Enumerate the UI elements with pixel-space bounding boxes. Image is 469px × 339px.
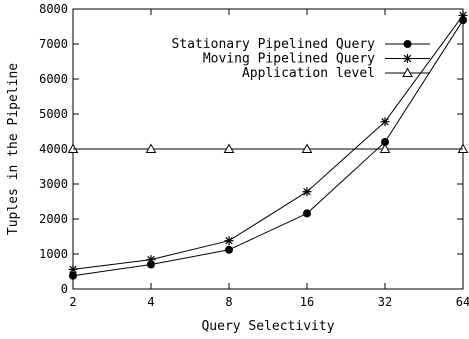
data-point <box>301 143 313 153</box>
y-axis-title: Tuples in the Pipeline <box>6 63 21 235</box>
y-tick-label: 4000 <box>39 142 68 156</box>
y-tick-label: 1000 <box>39 247 68 261</box>
x-tick-label: 2 <box>69 295 76 309</box>
x-tick-label: 16 <box>300 295 314 309</box>
asterisk-stroke <box>69 265 77 274</box>
y-tick-label: 5000 <box>39 107 68 121</box>
data-point <box>223 143 235 153</box>
series-line <box>72 15 464 270</box>
tick-layer: 0 1000 2000 3000 4000 5000 6000 7000 8000 2 4 8 16 32… <box>39 2 469 309</box>
asterisk-stroke <box>225 236 233 245</box>
x-axis-title: Query Selectivity <box>201 319 334 334</box>
legend-marker <box>403 54 412 63</box>
asterisk-stroke <box>459 11 467 20</box>
y-tick-label: 8000 <box>39 2 68 16</box>
asterisk-stroke <box>147 255 155 264</box>
y-tick-label: 7000 <box>39 37 68 51</box>
x-tick-label: 32 <box>378 295 392 309</box>
legend-label: Moving Pipelined Query <box>203 52 375 67</box>
x-tick-label: 8 <box>225 295 232 309</box>
x-tick-label: 4 <box>147 295 154 309</box>
data-point <box>379 143 391 153</box>
data-point <box>381 138 389 146</box>
series-line <box>72 19 464 277</box>
series-layer <box>67 10 469 280</box>
data-point <box>303 209 311 218</box>
x-tick-label: 64 <box>456 295 469 309</box>
asterisk-stroke <box>381 117 389 126</box>
y-tick-label: 3000 <box>39 177 68 191</box>
asterisk-stroke <box>403 54 412 63</box>
data-point <box>224 236 234 246</box>
data-point <box>225 245 233 254</box>
legend-marker <box>402 67 413 77</box>
data-point <box>68 264 78 274</box>
data-point <box>69 271 77 280</box>
asterisk-stroke <box>303 187 311 196</box>
legend-label: Application level <box>242 66 375 81</box>
y-tick-label: 0 <box>61 282 68 296</box>
data-point <box>146 255 156 265</box>
series-2 <box>68 10 468 274</box>
legend-label: Stationary Pipelined Query <box>172 37 376 52</box>
data-point <box>302 187 312 197</box>
data-point <box>147 260 155 269</box>
data-point <box>145 143 157 153</box>
y-tick-label: 6000 <box>39 72 68 86</box>
legend-marker <box>403 40 412 48</box>
data-point <box>380 117 390 127</box>
y-tick-label: 2000 <box>39 212 68 226</box>
series-3 <box>67 143 469 153</box>
